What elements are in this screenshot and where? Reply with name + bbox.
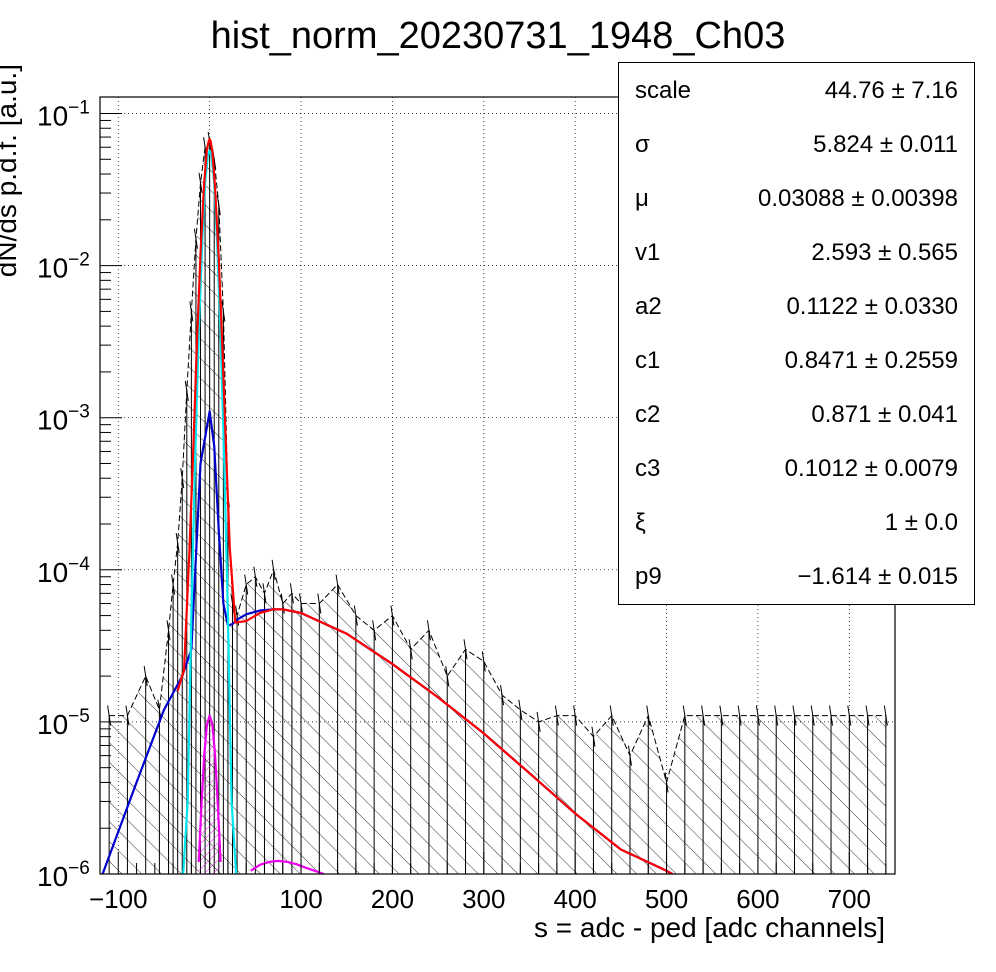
stats-param-name: c3 bbox=[635, 455, 661, 482]
stats-param-name: μ bbox=[635, 185, 649, 212]
histogram-error-bar bbox=[737, 705, 742, 726]
stats-param-value: 44.76 ± 7.16 bbox=[824, 77, 958, 104]
stats-param-name: scale bbox=[635, 77, 692, 104]
stats-param-name: a2 bbox=[635, 293, 662, 320]
histogram-error-bar bbox=[481, 651, 486, 672]
stats-param-value: 0.871 ± 0.041 bbox=[811, 401, 958, 428]
histogram-error-bar bbox=[719, 705, 724, 726]
stats-row: p9 −1.614 ± 0.015 bbox=[619, 549, 974, 603]
plot-area bbox=[101, 131, 888, 874]
stats-param-name: c2 bbox=[635, 401, 661, 428]
stats-row: c1 0.8471 ± 0.2559 bbox=[619, 333, 974, 387]
stats-param-value: 0.1012 ± 0.0079 bbox=[784, 455, 958, 482]
y-tick-label: 10−2 bbox=[37, 250, 90, 284]
stats-param-name: σ bbox=[635, 131, 650, 158]
stats-row: c2 0.871 ± 0.041 bbox=[619, 387, 974, 441]
x-tick-label: 300 bbox=[462, 884, 505, 914]
stats-param-value: 0.1122 ± 0.0330 bbox=[786, 293, 958, 320]
histogram-error-bar bbox=[701, 705, 706, 726]
x-tick-label: 100 bbox=[279, 884, 322, 914]
stats-param-value: 1 ± 0.0 bbox=[884, 509, 958, 536]
stats-param-name: c1 bbox=[635, 347, 661, 374]
histogram-error-bar bbox=[166, 620, 171, 641]
fit-curve-series-3 bbox=[197, 714, 222, 863]
x-axis-tick-labels: −100 0 100 200 300 400 500 600 700 bbox=[89, 884, 871, 914]
histogram-outline bbox=[109, 140, 886, 785]
x-tick-label: 200 bbox=[371, 884, 414, 914]
y-tick-label: 10−6 bbox=[37, 858, 90, 892]
fit-curve-series-4 bbox=[250, 859, 325, 874]
y-axis-label: dN/ds p.d.f. [a.u.] bbox=[0, 64, 22, 277]
histogram-error-bar bbox=[335, 574, 340, 595]
y-tick-label: 10−5 bbox=[37, 706, 90, 740]
histogram-error-bar bbox=[792, 705, 797, 726]
histogram-error-bar bbox=[445, 666, 450, 687]
x-tick-label: 700 bbox=[828, 884, 871, 914]
y-tick-label: 10−1 bbox=[37, 98, 90, 132]
fit-statistics-box: scale 44.76 ± 7.16 σ 5.824 ± 0.011 μ 0.03088 … bbox=[618, 62, 975, 605]
histogram-error-bar bbox=[810, 705, 815, 726]
chart-title: hist_norm_20230731_1948_Ch03 bbox=[211, 15, 786, 57]
x-tick-label: 400 bbox=[553, 884, 596, 914]
histogram-error-bar bbox=[755, 705, 760, 726]
histogram-error-bar bbox=[518, 699, 523, 720]
stats-row: scale 44.76 ± 7.16 bbox=[619, 63, 974, 117]
histogram-error-bar bbox=[143, 666, 148, 687]
stats-row: μ 0.03088 ± 0.00398 bbox=[619, 171, 974, 225]
histogram-error-bar bbox=[682, 705, 687, 726]
stats-param-value: 2.593 ± 0.565 bbox=[811, 239, 958, 266]
stats-param-value: 0.8471 ± 0.2559 bbox=[784, 347, 958, 374]
y-tick-label: 10−4 bbox=[37, 554, 90, 588]
x-axis-label: s = adc - ped [adc channels] bbox=[534, 912, 885, 943]
x-tick-label: 500 bbox=[645, 884, 688, 914]
histogram-hatch-fill bbox=[109, 141, 886, 874]
histogram-error-bar bbox=[244, 574, 249, 595]
histogram-error-bar bbox=[180, 468, 185, 489]
stats-param-value: 5.824 ± 0.011 bbox=[813, 131, 958, 158]
y-tick-label: 10−3 bbox=[37, 402, 90, 436]
stats-row: v1 2.593 ± 0.565 bbox=[619, 225, 974, 279]
pedestal-component-fill bbox=[198, 715, 221, 874]
stats-row: a2 0.1122 ± 0.0330 bbox=[619, 279, 974, 333]
axis-ticks bbox=[100, 113, 887, 875]
x-tick-label: −100 bbox=[89, 884, 148, 914]
stats-param-name: p9 bbox=[635, 563, 662, 590]
histogram-error-bar bbox=[353, 605, 358, 626]
histogram-error-bar bbox=[774, 705, 779, 726]
fit-curve-series-1 bbox=[182, 149, 238, 874]
x-tick-label: 600 bbox=[736, 884, 779, 914]
stats-row: c3 0.1012 ± 0.0079 bbox=[619, 441, 974, 495]
stats-row: σ 5.824 ± 0.011 bbox=[619, 117, 974, 171]
fit-curve-series-0 bbox=[176, 137, 675, 874]
stats-row: ξ 1 ± 0.0 bbox=[619, 495, 974, 549]
stats-param-value: −1.614 ± 0.015 bbox=[797, 563, 958, 590]
x-tick-label: 0 bbox=[202, 884, 216, 914]
stats-param-name: ξ bbox=[635, 509, 646, 536]
stats-param-value: 0.03088 ± 0.00398 bbox=[757, 185, 958, 212]
histogram-error-bar bbox=[171, 574, 176, 595]
stats-param-name: v1 bbox=[635, 239, 661, 266]
y-axis-tick-labels: 10−6 10−5 10−4 10−3 10−2 10−1 bbox=[37, 98, 90, 893]
